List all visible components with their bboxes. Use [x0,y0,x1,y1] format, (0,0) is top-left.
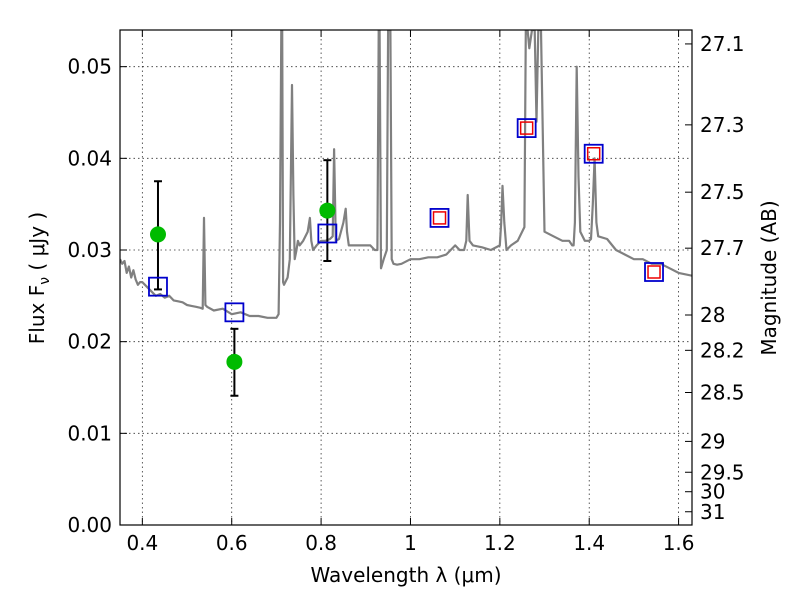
model-blue-square [644,262,664,282]
y-axis-label: Flux Fν ( μJy ) [25,212,53,344]
y-tick-label: 0.03 [67,238,112,262]
model-blue-markers [148,118,664,323]
x-tick-label: 1.2 [484,531,516,555]
model-blue-square [516,118,537,138]
x-tick-label: 0.6 [216,531,248,555]
y-tick-label: 0.02 [67,330,112,354]
x-axis-label: Wavelength λ (μm) [310,563,501,587]
model-blue-square [583,143,604,164]
model-blue-square [317,223,338,244]
plot-background [120,30,692,525]
x-tick-label: 1 [404,531,417,555]
y-tick-label: 0.04 [67,146,112,170]
y-tick-label: 0.00 [67,513,112,537]
model-blue-square [429,208,450,228]
observed-point [226,353,243,370]
y2-tick-label: 29.5 [700,460,745,484]
model-red-square [586,147,601,161]
plot-area [120,30,692,397]
x-tick-label: 0.4 [126,531,158,555]
y2-axis-label: Magnitude (AB) [757,200,781,355]
y2-tick-label: 28.5 [700,381,745,405]
x-tick-label: 1.6 [663,531,695,555]
model-red-markers [432,121,661,279]
model-blue-square [148,276,168,297]
model-red-square [647,265,661,279]
y-axis-label-unit: ( μJy ) [25,212,49,277]
y2-tick-label: 29 [700,429,725,453]
observed-point [149,226,166,243]
y2-tick-label: 28.2 [700,338,745,362]
y2-tick-label: 27.3 [700,113,745,137]
plot-frame [119,29,693,526]
x-tick-label: 0.8 [305,531,337,555]
y-axis-label-sub: ν [37,277,53,285]
observed-point [319,202,336,219]
y2-tick-label: 28 [700,303,725,327]
spectrum-line [120,30,692,319]
y-axis-label-main: Flux F [25,285,49,344]
grid [120,30,692,525]
x-tick-label: 1.4 [573,531,605,555]
y2-tick-label: 27.1 [700,32,745,56]
model-red-square [519,121,534,135]
model-red-square [432,211,447,225]
y2-tick-label: 27.7 [700,236,745,260]
y-tick-label: 0.01 [67,421,112,445]
y2-tick-label: 30 [700,480,725,504]
x-axis: 0.4 0.6 0.8 1 1.2 1.4 1.6 [126,30,695,555]
y2-tick-label: 27.5 [700,180,745,204]
y-tick-label: 0.05 [67,55,112,79]
y2-tick-label: 31 [700,500,725,524]
model-blue-square [224,302,245,323]
observed-markers [149,202,336,370]
y-axis: 0.00 0.01 0.02 0.03 0.04 0.05 [67,55,127,537]
